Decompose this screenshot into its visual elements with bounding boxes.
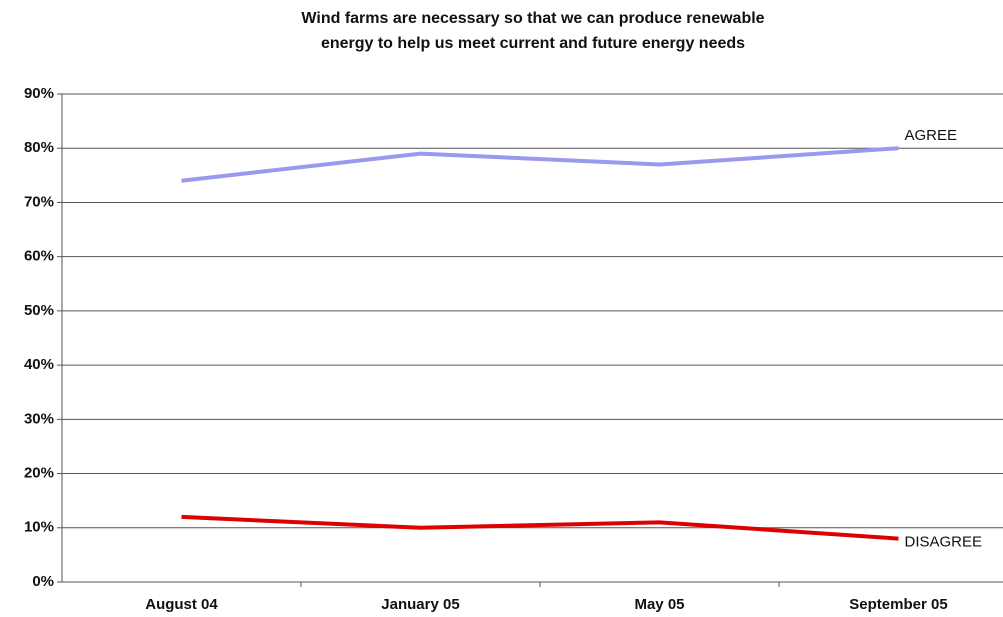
x-tick-label: May 05 [634, 596, 684, 613]
x-tick-label: September 05 [849, 596, 947, 613]
x-tick-label: August 04 [145, 596, 218, 613]
y-tick-label: 30% [24, 410, 54, 427]
y-tick-label: 0% [32, 573, 54, 590]
chart-title: energy to help us meet current and futur… [321, 35, 745, 52]
y-tick-label: 80% [24, 139, 54, 156]
chart-title: Wind farms are necessary so that we can … [301, 10, 764, 27]
x-tick-label: January 05 [381, 596, 459, 613]
series-label: AGREE [905, 127, 958, 144]
y-tick-label: 70% [24, 193, 54, 210]
series-line [181, 514, 899, 541]
y-tick-label: 90% [24, 85, 54, 102]
y-tick-label: 10% [24, 519, 54, 536]
y-tick-label: 40% [24, 356, 54, 373]
y-tick-label: 60% [24, 248, 54, 265]
y-tick-label: 20% [24, 465, 54, 482]
series-label: DISAGREE [905, 534, 983, 551]
series-line [181, 146, 899, 183]
y-tick-label: 50% [24, 302, 54, 319]
